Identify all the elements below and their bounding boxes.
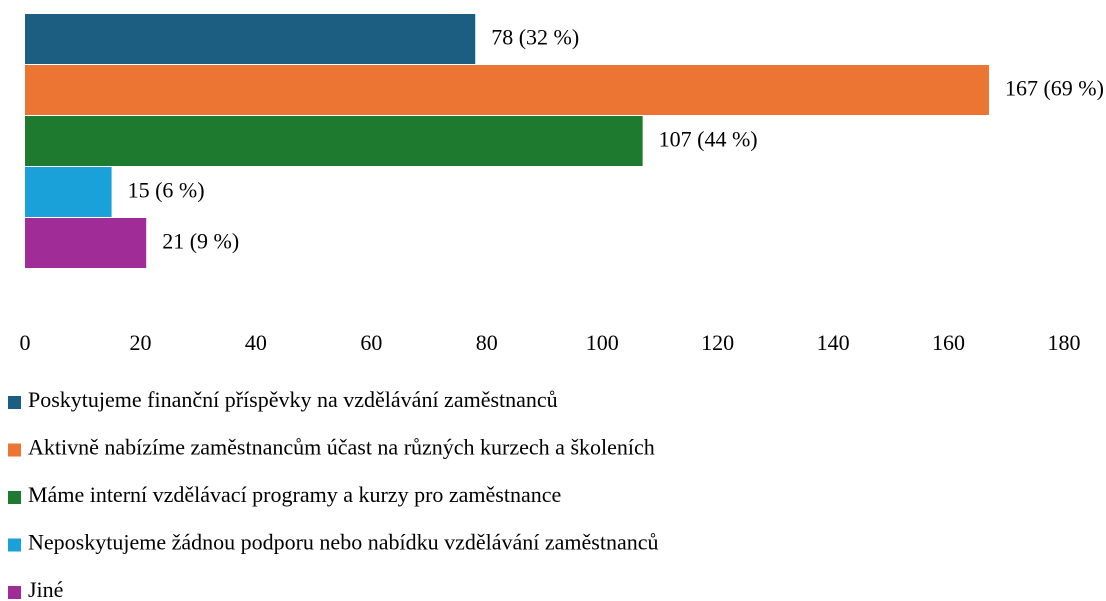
legend-label: Jiné [28, 577, 63, 601]
value-label: 78 (32 %) [491, 25, 579, 50]
legend-swatch [8, 538, 21, 552]
bar [25, 167, 112, 217]
x-tick-label: 40 [245, 330, 267, 355]
legend-label: Neposkytujeme žádnou podporu nebo nabídk… [28, 530, 658, 555]
x-tick-label: 180 [1048, 330, 1081, 355]
bar [25, 65, 989, 115]
bar [25, 116, 643, 166]
legend-label: Aktivně nabízíme zaměstnancům účast na r… [28, 435, 655, 460]
bar [25, 14, 476, 64]
x-tick-label: 60 [360, 330, 382, 355]
x-tick-label: 140 [817, 330, 850, 355]
x-tick-label: 20 [129, 330, 151, 355]
value-label: 107 (44 %) [659, 127, 758, 152]
x-tick-label: 80 [476, 330, 498, 355]
legend-swatch [8, 491, 21, 504]
legend-swatch [8, 443, 21, 457]
legend-label: Máme interní vzdělávací programy a kurzy… [28, 482, 561, 507]
value-label: 21 (9 %) [162, 229, 239, 254]
x-tick-label: 120 [701, 330, 734, 355]
x-tick-label: 0 [20, 330, 31, 355]
value-label: 15 (6 %) [128, 178, 205, 203]
x-tick-label: 160 [932, 330, 965, 355]
value-label: 167 (69 %) [1005, 76, 1104, 101]
legend-label: Poskytujeme finanční příspěvky na vzdělá… [28, 387, 558, 412]
legend-swatch [8, 586, 21, 599]
legend-swatch [8, 396, 21, 409]
bar [25, 218, 147, 268]
x-tick-label: 100 [586, 330, 619, 355]
